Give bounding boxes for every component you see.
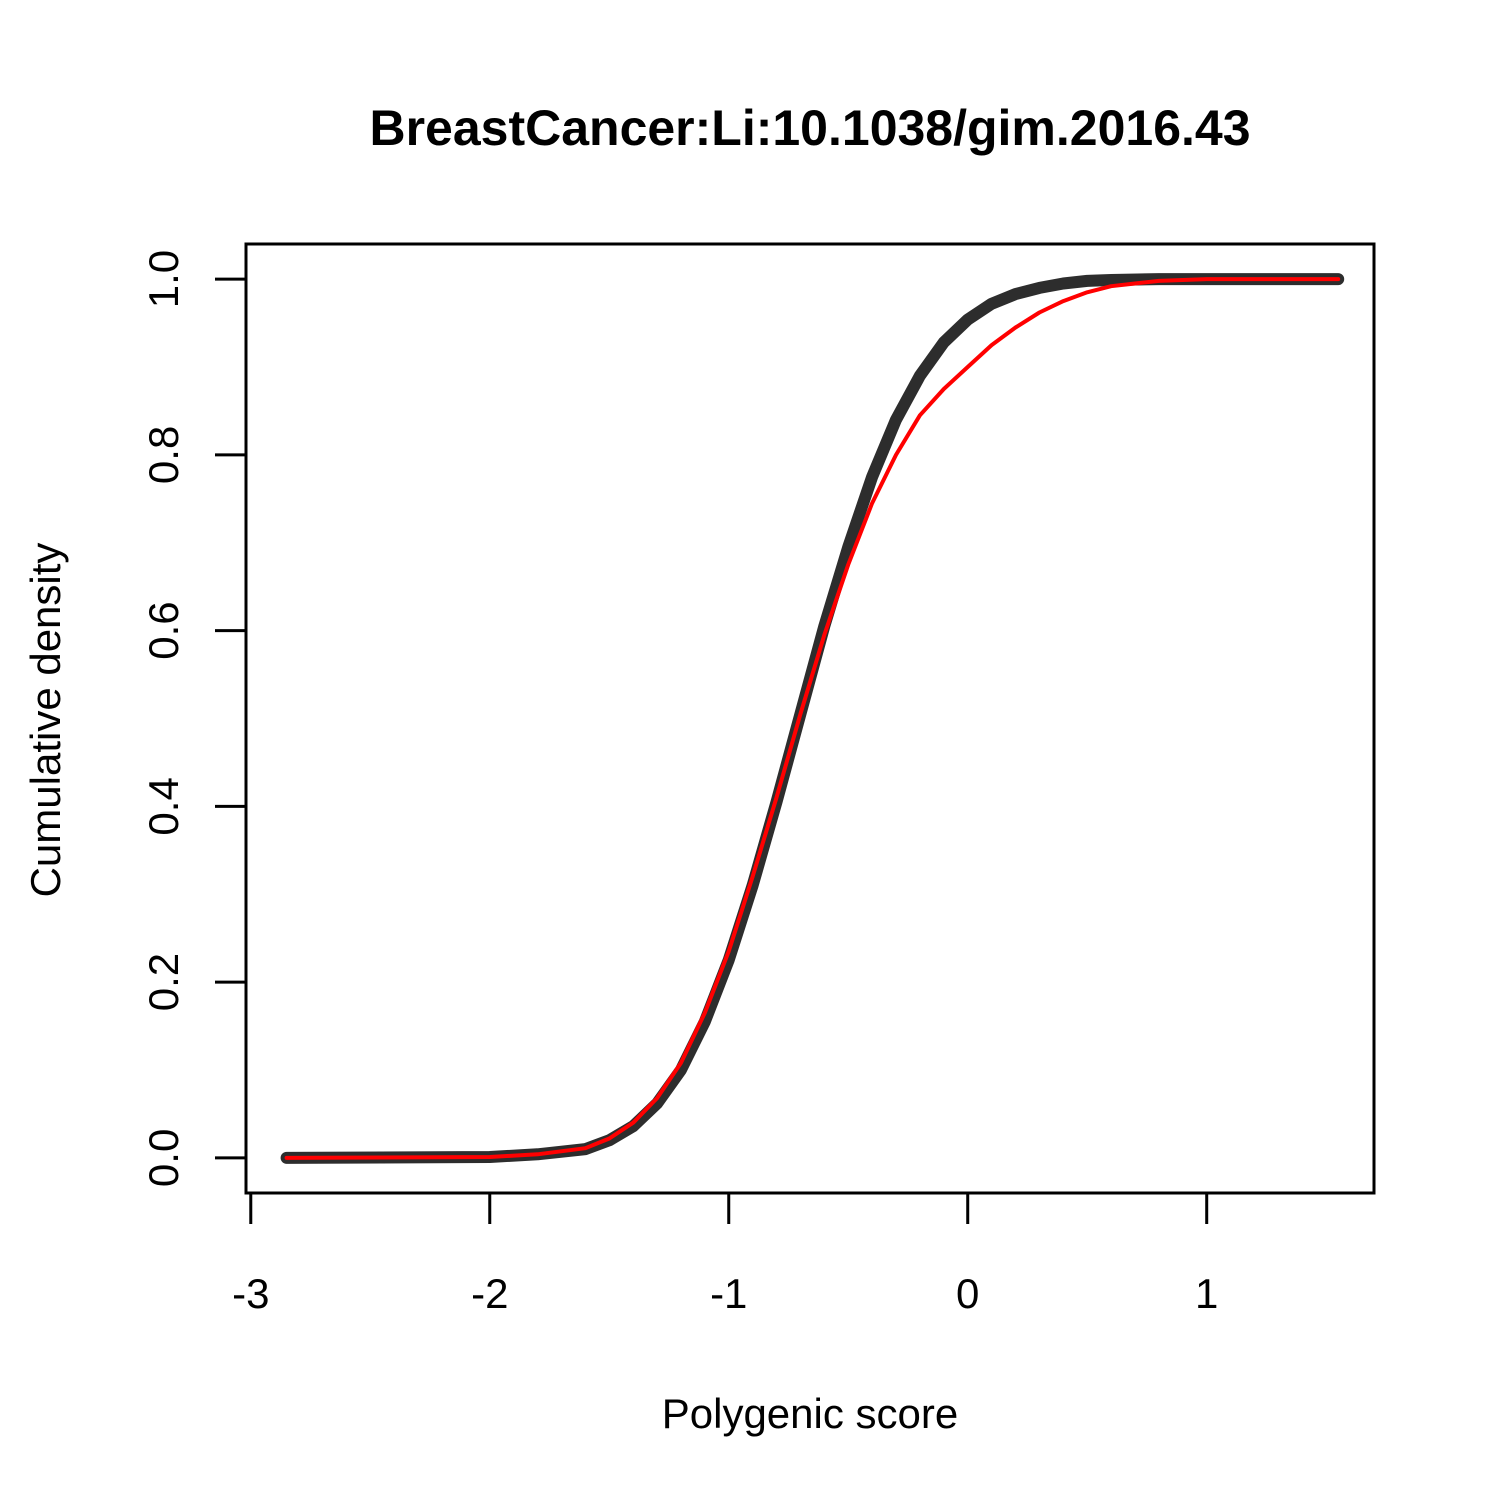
y-tick-label: 0.0 (140, 1129, 187, 1187)
series-layer (280, 273, 1345, 1164)
series-line-black (280, 273, 1345, 1164)
x-tick-label: -2 (471, 1270, 508, 1317)
y-axis-label: Cumulative density (22, 543, 69, 898)
series-line-red (284, 277, 1341, 1160)
x-tick-label: -3 (232, 1270, 269, 1317)
y-tick-label: 0.8 (140, 426, 187, 484)
plot-frame (244, 242, 1376, 1195)
x-tick-label: 0 (956, 1270, 979, 1317)
y-axis: 0.0 0.2 0.4 0.6 0.8 1.0 (140, 250, 248, 1187)
y-tick-label: 0.2 (140, 953, 187, 1011)
y-tick-label: 0.4 (140, 777, 187, 835)
x-tick-label: -1 (710, 1270, 747, 1317)
x-axis: -3 -2 -1 0 1 (232, 1191, 1218, 1317)
x-axis-label: Polygenic score (662, 1390, 958, 1437)
x-tick-label: 1 (1195, 1270, 1218, 1317)
chart-title: BreastCancer:Li:10.1038/gim.2016.43 (369, 100, 1250, 156)
y-tick-label: 1.0 (140, 250, 187, 308)
y-tick-label: 0.6 (140, 601, 187, 659)
